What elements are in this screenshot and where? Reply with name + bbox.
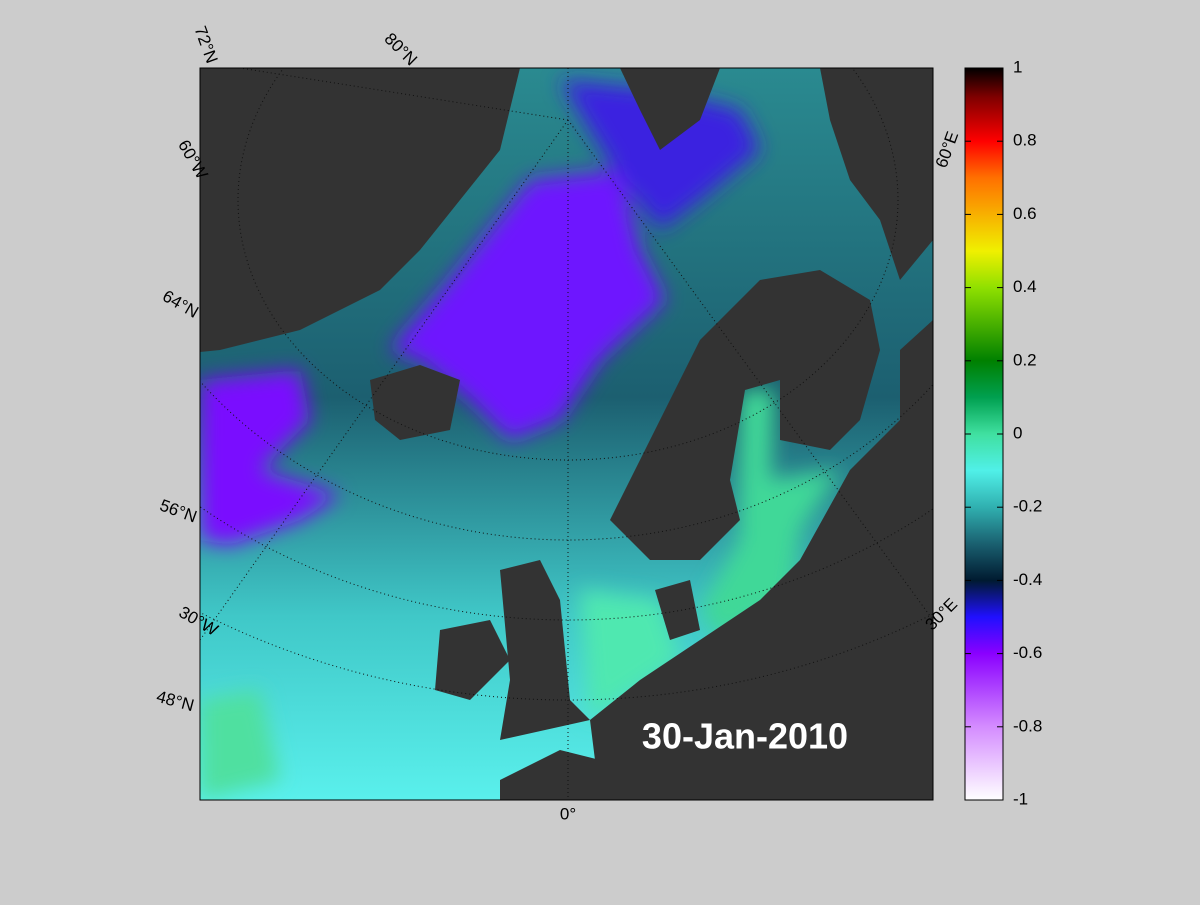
graticule-label: 60°E [932,129,963,170]
colorbar-tick-label: 0 [1013,423,1022,442]
graticule-label: 72°N [191,24,222,66]
map-frame [199,67,934,801]
graticule-label: 56°N [157,496,199,527]
colorbar [964,67,1004,801]
colorbar-tick-label: -0.2 [1013,497,1042,516]
graticule-label: 64°N [159,286,201,321]
colorbar-tick-label: 0.2 [1013,350,1037,369]
anomaly-field [200,80,840,800]
graticule-label: 80°N [381,29,421,69]
colorbar-tick-label: 0.6 [1013,204,1037,223]
colorbar-tick-label: -0.4 [1013,570,1042,589]
colorbar-tick-label: -0.6 [1013,643,1042,662]
colorbar-tick-label: 0.4 [1013,277,1037,296]
map-area [200,68,933,800]
colorbar-tick-label: -0.8 [1013,716,1042,735]
graticule-label: 48°N [154,687,196,715]
colorbar-tick-label: 0.8 [1013,131,1037,150]
graticule [200,68,933,800]
graticule-label: 0° [560,804,576,823]
date-label: 30-Jan-2010 [642,716,848,757]
colorbar-tick-label: -1 [1013,789,1028,808]
land [200,68,933,800]
colorbar-ticks: 1 0.8 0.6 0.4 0.2 0 -0.2 -0.4 -0.6 -0.8 -1 [965,57,1042,808]
colorbar-tick-label: 1 [1013,57,1022,76]
